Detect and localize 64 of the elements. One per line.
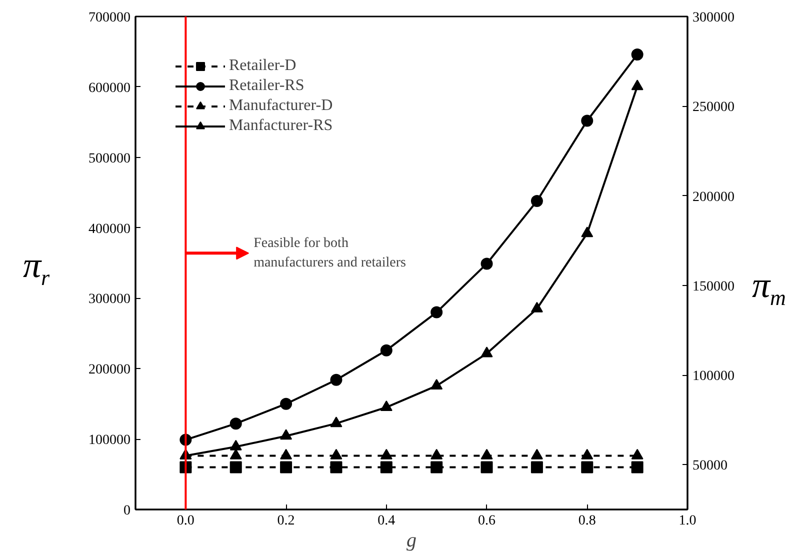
y2-tick-label: 50000 <box>692 458 728 474</box>
y-tick-label: 400000 <box>88 222 130 237</box>
point <box>280 398 292 410</box>
x-tick-label: 1.0 <box>678 514 696 528</box>
point <box>280 448 292 460</box>
annotation: Feasible for both manufacturers and retailers <box>254 236 406 270</box>
x-tick-label: 0.0 <box>176 514 194 528</box>
point <box>380 448 392 460</box>
y2-tick-label: 150000 <box>692 279 734 294</box>
point <box>480 461 493 474</box>
point <box>330 461 342 474</box>
legend-label: Manufacturer-D <box>229 97 333 115</box>
point <box>480 258 493 270</box>
x-tick-label: 0.4 <box>378 514 396 528</box>
y-tick-label: 100000 <box>88 433 130 448</box>
point <box>280 461 292 474</box>
point <box>631 461 644 474</box>
point <box>380 461 392 474</box>
y-tick-label: 0 <box>124 504 130 518</box>
x-tick-label: 0.6 <box>478 514 496 528</box>
point <box>581 114 594 127</box>
point <box>280 429 292 440</box>
point <box>631 48 644 61</box>
point <box>230 418 242 430</box>
point <box>330 416 342 428</box>
point <box>430 448 443 460</box>
x-axis-title: g <box>406 530 416 552</box>
point <box>530 461 543 474</box>
point <box>631 80 644 90</box>
y-tick-label: 300000 <box>88 292 130 308</box>
y2-tick-label: 250000 <box>692 100 734 116</box>
point <box>330 374 342 386</box>
y-tick-label: 500000 <box>88 151 130 166</box>
y-tick-label: 600000 <box>88 80 130 96</box>
point <box>230 448 242 460</box>
point <box>230 461 242 474</box>
point <box>581 448 594 460</box>
point <box>230 440 242 450</box>
point <box>581 226 594 238</box>
point <box>430 306 443 318</box>
point <box>631 448 644 460</box>
y-tick-label: 200000 <box>88 362 130 378</box>
point <box>380 344 392 356</box>
x-tick-label: 0.8 <box>578 514 596 528</box>
point <box>530 195 543 208</box>
y2-axis-title: π$_{m}$ <box>752 264 786 312</box>
y-axis-title: π$_{r}$ <box>23 244 50 292</box>
legend-label: Manfacturer-RS <box>229 117 333 135</box>
point <box>430 461 443 474</box>
point <box>330 448 342 460</box>
y-tick-label: 700000 <box>88 10 130 26</box>
legend-label: Retailer-RS <box>229 77 304 95</box>
point <box>530 302 543 312</box>
legend-label: Retailer-D <box>229 57 296 75</box>
point <box>480 448 493 460</box>
point <box>430 378 443 390</box>
point <box>480 346 493 358</box>
point <box>380 400 392 411</box>
x-tick-label: 0.2 <box>277 514 295 528</box>
point <box>530 448 543 460</box>
y2-tick-label: 100000 <box>692 369 734 384</box>
y2-tick-label: 200000 <box>692 190 734 205</box>
point <box>581 461 594 474</box>
y2-tick-label: 300000 <box>692 10 734 26</box>
